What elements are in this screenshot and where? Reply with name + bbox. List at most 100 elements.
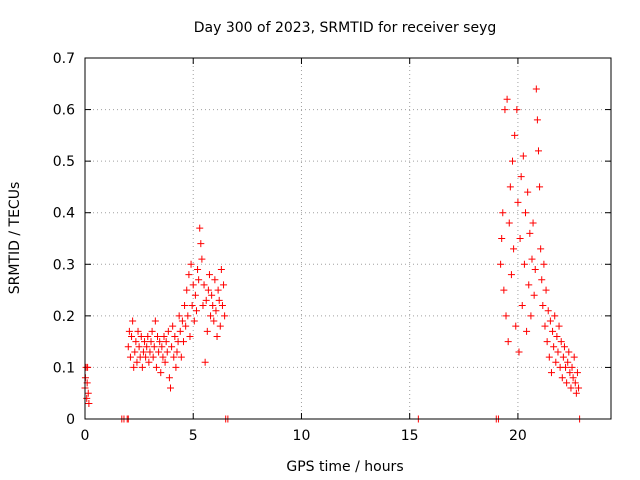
data-point: [501, 106, 509, 114]
data-point: [525, 281, 533, 289]
data-point: [200, 281, 208, 289]
data-point: [148, 327, 156, 335]
data-point: [207, 312, 215, 320]
data-point: [208, 291, 216, 299]
y-tick-label: 0.5: [53, 154, 75, 170]
data-point: [532, 85, 540, 93]
x-tick-label: 5: [189, 428, 198, 444]
data-point: [185, 271, 193, 279]
data-point: [83, 394, 91, 402]
data-point: [142, 353, 150, 361]
data-point: [562, 363, 570, 371]
data-point: [211, 276, 219, 284]
data-point: [147, 338, 155, 346]
data-point: [507, 271, 515, 279]
data-point: [137, 332, 145, 340]
chart-title: Day 300 of 2023, SRMTID for receiver sey…: [194, 20, 497, 36]
data-point: [524, 188, 532, 196]
data-point: [563, 379, 571, 387]
data-point: [168, 343, 176, 351]
data-point: [124, 343, 132, 351]
data-point: [128, 332, 136, 340]
data-point: [572, 389, 580, 397]
data-point: [159, 353, 167, 361]
data-point: [131, 348, 139, 356]
data-point: [520, 260, 528, 268]
data-point: [149, 353, 157, 361]
data-point: [182, 322, 190, 330]
x-tick-labels: 0 5 10 15 20: [81, 428, 527, 444]
data-point: [213, 332, 221, 340]
data-point: [210, 317, 218, 325]
data-point: [519, 152, 527, 160]
data-point: [220, 281, 228, 289]
data-point: [183, 286, 191, 294]
data-point: [573, 369, 581, 377]
data-point: [570, 353, 578, 361]
data-point: [187, 260, 195, 268]
data-point: [162, 338, 170, 346]
y-tick-label: 0.4: [53, 206, 75, 222]
data-point: [191, 291, 199, 299]
data-point: [218, 302, 226, 310]
data-point: [146, 348, 154, 356]
data-point: [150, 343, 158, 351]
data-point: [545, 353, 553, 361]
data-point: [221, 312, 229, 320]
data-point: [212, 307, 220, 315]
data-point: [526, 229, 534, 237]
data-point: [190, 317, 198, 325]
x-tick-label: 10: [293, 428, 311, 444]
data-point: [552, 358, 560, 366]
data-point: [527, 312, 535, 320]
data-point: [509, 157, 517, 165]
data-point: [125, 327, 133, 335]
data-point: [544, 307, 552, 315]
y-axis-label: SRMTID / TECUs: [7, 182, 23, 295]
data-point: [126, 353, 134, 361]
data-point: [84, 389, 92, 397]
data-point: [558, 374, 566, 382]
data-point: [216, 322, 224, 330]
data-point: [557, 338, 565, 346]
data-point: [144, 332, 152, 340]
data-point: [539, 302, 547, 310]
data-point: [500, 286, 508, 294]
y-tick-label: 0.6: [53, 103, 75, 119]
data-point: [165, 374, 173, 382]
data-point: [158, 343, 166, 351]
data-point: [178, 317, 186, 325]
data-point: [553, 332, 561, 340]
data-point: [523, 327, 531, 335]
data-point: [503, 95, 511, 103]
data-point: [215, 296, 223, 304]
data-point: [163, 348, 171, 356]
data-point: [547, 369, 555, 377]
x-tick-label: 15: [401, 428, 419, 444]
data-point: [138, 363, 146, 371]
data-point: [498, 235, 506, 242]
data-point: [155, 348, 163, 356]
data-point: [176, 327, 184, 335]
plot-frame: [84, 57, 612, 420]
data-point: [565, 348, 573, 356]
data-point: [139, 348, 147, 356]
data-point: [528, 255, 536, 263]
data-point: [134, 327, 142, 335]
data-point: [181, 302, 189, 310]
data-point: [504, 338, 512, 346]
y-tick-label: 0.7: [53, 51, 75, 67]
data-point: [205, 271, 213, 279]
data-point: [540, 260, 548, 268]
data-point: [164, 327, 172, 335]
data-point: [169, 322, 177, 330]
data-point: [217, 265, 225, 273]
data-point: [571, 379, 579, 387]
data-point: [568, 363, 576, 371]
data-point: [167, 384, 175, 392]
data-point: [171, 332, 179, 340]
data-point: [543, 338, 551, 346]
data-point: [143, 343, 151, 351]
